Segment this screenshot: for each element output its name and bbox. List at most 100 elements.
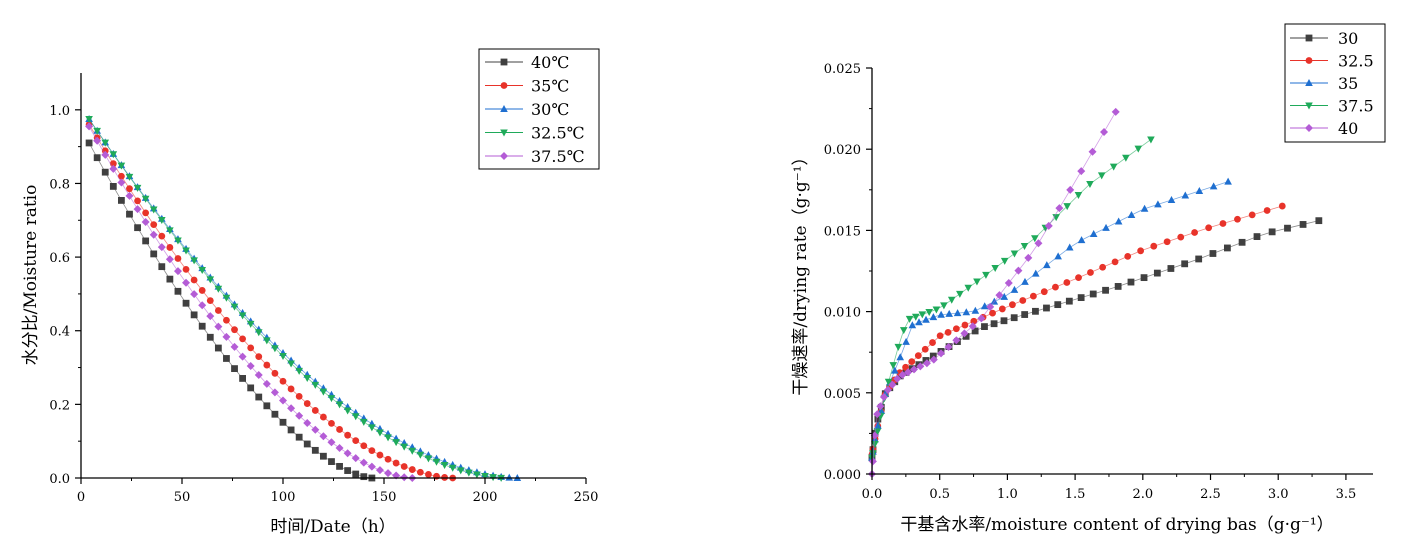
c2-data-point <box>1029 292 1037 300</box>
c2-data-point <box>1153 269 1161 277</box>
c1-data-point <box>165 255 174 264</box>
c1-data-point <box>384 434 392 442</box>
c2-data-point <box>971 306 980 314</box>
c2-data-point <box>932 306 941 314</box>
c1-legend-entry: 30℃ <box>531 100 569 119</box>
c1-data-point <box>279 377 287 385</box>
c1-data-point <box>117 178 126 187</box>
c1-legend-entry: 40℃ <box>531 53 569 72</box>
c2-data-point <box>1209 250 1217 257</box>
c1-y-tick-label: 0.0 <box>49 472 70 487</box>
c2-data-point <box>1219 220 1227 227</box>
c2-data-point <box>977 314 986 323</box>
c2-data-point <box>1034 239 1043 248</box>
c2-data-point <box>986 302 995 311</box>
c2-data-point <box>902 337 910 345</box>
c1-data-point <box>400 463 408 470</box>
c2-data-point <box>1052 283 1059 291</box>
c1-data-point <box>214 322 223 331</box>
c2-data-point <box>910 365 919 374</box>
c2-data-point <box>944 342 953 351</box>
c2-data-point <box>1043 261 1051 269</box>
c2-data-point <box>894 343 903 351</box>
c1-data-point <box>481 473 489 481</box>
c1-data-point <box>93 154 101 162</box>
c1-data-point <box>109 183 117 190</box>
chart-drying-rate: 0.0 0.5 1.0 1.5 2.0 2.5 3.0 3.5 0.000 0.005 0.010… <box>791 23 1386 535</box>
c2-data-point <box>1055 204 1064 213</box>
c2-data-point <box>952 325 960 333</box>
c1-data-point <box>263 337 271 345</box>
c2-data-point <box>908 321 917 329</box>
c2-data-point <box>868 457 877 466</box>
c1-data-point <box>376 451 384 459</box>
c2-legend-entry: 30 <box>1338 29 1358 48</box>
c2-x-tick-label: 1.0 <box>997 487 1018 502</box>
c2-data-point <box>995 291 1004 300</box>
c1-data-point <box>85 122 94 131</box>
c2-data-point <box>1299 221 1307 228</box>
c1-data-point <box>125 173 134 181</box>
c1-legend-marker <box>500 129 508 137</box>
c1-data-point <box>230 342 239 351</box>
c2-data-point <box>1010 314 1018 322</box>
c1-data-point <box>319 388 328 396</box>
c1-data-point <box>247 384 255 392</box>
c1-data-point <box>473 471 481 479</box>
c1-data-point <box>270 388 279 397</box>
c2-x-tick-label: 2.0 <box>1132 487 1153 502</box>
c1-y-tick-label: 0.8 <box>49 177 70 192</box>
c2-data-point <box>968 322 977 331</box>
c2-data-point <box>1111 258 1119 266</box>
c2-x-tick-label: 0.5 <box>929 487 950 502</box>
c2-data-point <box>918 311 927 319</box>
c2-y-tick-label: 0.015 <box>824 224 861 239</box>
c1-data-point <box>505 473 514 481</box>
c2-data-point <box>1238 238 1246 246</box>
c2-data-point <box>1140 274 1148 282</box>
c2-data-point <box>1177 233 1185 241</box>
c1-data-point <box>295 433 303 441</box>
c1-data-point <box>190 257 198 265</box>
c1-data-point <box>238 312 247 320</box>
c1-data-point <box>158 263 166 271</box>
c2-data-point <box>1127 210 1136 218</box>
c2-data-point <box>1040 288 1048 296</box>
c1-data-point <box>343 407 352 415</box>
c2-y-tick-label: 0.025 <box>824 62 861 77</box>
c1-x-tick-label: 0 <box>77 490 85 505</box>
c1-data-point <box>328 458 335 465</box>
c1-data-point <box>424 455 433 463</box>
c2-data-point <box>1150 242 1158 250</box>
c1-data-point <box>142 209 150 217</box>
c2-x-tick-label: 2.5 <box>1200 487 1221 502</box>
c2-data-point <box>1234 215 1241 223</box>
c1-legend-entry: 32.5℃ <box>531 124 585 143</box>
c1-data-point <box>295 367 303 375</box>
c1-data-point <box>432 458 441 466</box>
c2-data-point <box>1077 294 1085 302</box>
c1-data-point <box>320 452 327 460</box>
c2-data-point <box>905 315 914 323</box>
c1-data-point <box>425 471 432 478</box>
c1-data-point <box>375 466 384 475</box>
c1-data-point <box>157 243 166 252</box>
c2-data-point <box>922 359 931 368</box>
c1-data-point <box>303 440 311 448</box>
c2-data-point <box>1248 211 1256 219</box>
c1-data-point <box>101 168 109 176</box>
c1-data-point <box>255 393 263 401</box>
c1-data-point <box>416 451 425 459</box>
c1-data-point <box>448 464 457 472</box>
c2-data-point <box>1044 221 1053 230</box>
c1-legend: 40℃ 35℃ 30℃ 32.5℃ 37.5℃ <box>478 48 600 170</box>
c2-legend-marker <box>1305 79 1313 86</box>
c2-data-point <box>1063 203 1071 211</box>
c1-y-axis-label: 水分比/Moisture ratio <box>21 185 41 366</box>
c2-data-point <box>991 264 999 272</box>
c1-data-point <box>327 438 336 447</box>
c1-x-tick-label: 50 <box>174 490 191 505</box>
c2-data-point <box>1140 204 1149 212</box>
c1-legend-marker <box>500 58 508 66</box>
c2-legend-entry: 35 <box>1338 74 1358 93</box>
